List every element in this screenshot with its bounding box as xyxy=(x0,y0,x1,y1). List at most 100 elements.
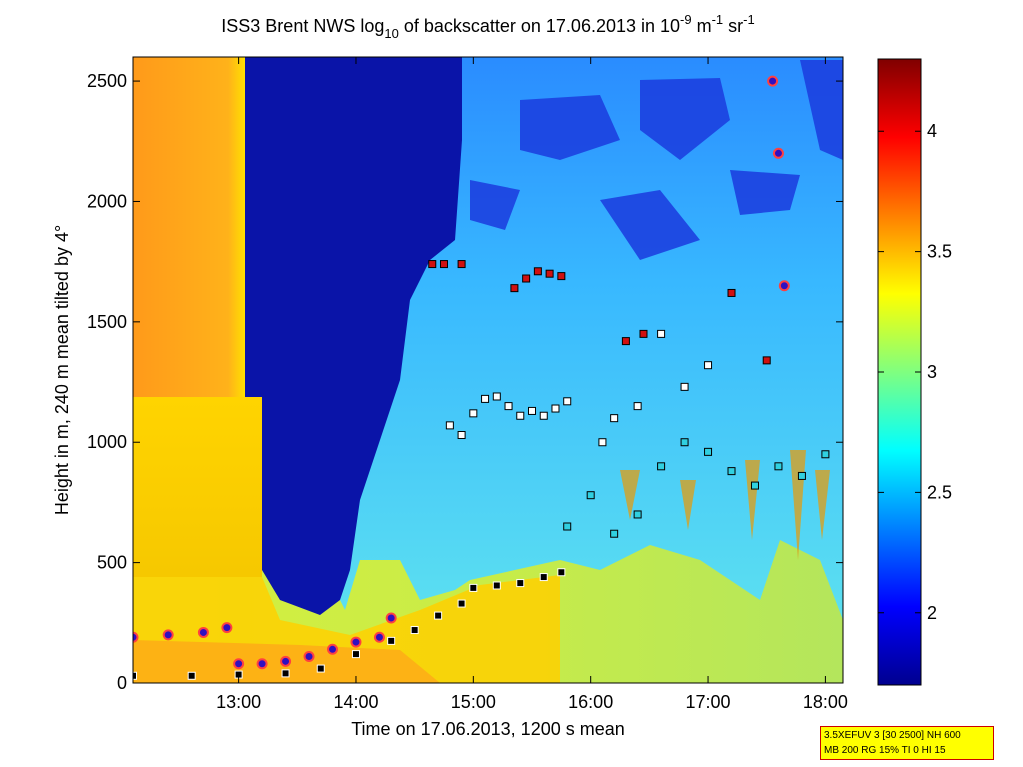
title-unit-m: m xyxy=(692,16,712,36)
y-axis-label: Height in m, 240 m mean tilted by 4° xyxy=(52,225,72,515)
data-point xyxy=(350,636,362,648)
data-point xyxy=(457,599,466,608)
info-line-1: 3.5XEFUV 3 [30 2500] NH 600 xyxy=(824,730,961,741)
plot-frame xyxy=(132,56,844,684)
data-point xyxy=(492,392,501,401)
data-point xyxy=(586,491,595,500)
series-red-squares xyxy=(428,260,771,365)
title: ISS3 Brent NWS log10 of backscatter on 1… xyxy=(221,12,754,41)
data-point xyxy=(327,643,339,655)
data-point xyxy=(162,629,174,641)
colorbar-tick-label: 3.5 xyxy=(927,242,952,262)
title-middle: of backscatter on 17.06.2013 in 10 xyxy=(399,16,680,36)
data-point xyxy=(469,583,478,592)
data-point xyxy=(387,636,396,645)
data-point xyxy=(680,382,689,391)
data-point xyxy=(598,438,607,447)
data-point xyxy=(410,626,419,635)
data-point xyxy=(481,394,490,403)
data-point xyxy=(187,671,196,680)
data-point xyxy=(772,147,784,159)
title-exp3: -1 xyxy=(743,12,755,27)
data-point xyxy=(727,467,736,476)
y-tick-label: 500 xyxy=(97,553,127,573)
series-blue-dots xyxy=(133,75,790,670)
data-point xyxy=(373,631,385,643)
title-unit-sr: sr xyxy=(723,16,743,36)
data-point xyxy=(539,573,548,582)
series-layer xyxy=(133,75,830,680)
data-point xyxy=(522,274,531,283)
yellow-left xyxy=(133,397,262,577)
data-point xyxy=(528,406,537,415)
data-point xyxy=(133,631,139,643)
data-point xyxy=(256,658,268,670)
colorbar-tick-label: 3 xyxy=(927,362,937,382)
x-axis: 13:00 14:00 15:00 16:00 17:00 18:00 xyxy=(216,57,848,712)
series-cyan-squares xyxy=(563,438,830,538)
data-point xyxy=(633,402,642,411)
data-point xyxy=(767,75,779,87)
svg-text:ISS3 Brent NWS log10 of backsc: ISS3 Brent NWS log10 of backscatter on 1… xyxy=(221,12,754,41)
data-point xyxy=(221,622,233,634)
data-point xyxy=(727,288,736,297)
data-point xyxy=(439,260,448,269)
data-point xyxy=(704,447,713,456)
series-black-squares xyxy=(133,568,566,680)
data-point xyxy=(197,626,209,638)
colorbar-tick-label: 2.5 xyxy=(927,482,952,502)
data-point xyxy=(557,272,566,281)
data-point xyxy=(557,568,566,577)
data-point xyxy=(657,329,666,338)
y-axis: 0 500 1000 1500 2000 2500 xyxy=(87,71,843,693)
data-point xyxy=(610,414,619,423)
data-point xyxy=(539,411,548,420)
data-point xyxy=(492,581,501,590)
x-tick-label: 18:00 xyxy=(803,692,848,712)
data-point xyxy=(797,471,806,480)
data-point xyxy=(657,462,666,471)
y-tick-label: 0 xyxy=(117,673,127,693)
data-point xyxy=(633,510,642,519)
data-point xyxy=(610,529,619,538)
y-tick-label: 1500 xyxy=(87,312,127,332)
data-point xyxy=(434,611,443,620)
x-tick-label: 17:00 xyxy=(686,692,731,712)
y-tick-label: 1000 xyxy=(87,432,127,452)
data-point xyxy=(504,402,513,411)
data-point xyxy=(281,669,290,678)
y-tick-label: 2500 xyxy=(87,71,127,91)
title-exp2: -1 xyxy=(712,12,724,27)
data-point xyxy=(774,462,783,471)
data-point xyxy=(563,397,572,406)
data-point xyxy=(445,421,454,430)
data-point xyxy=(563,522,572,531)
data-point xyxy=(821,450,830,459)
data-point xyxy=(551,404,560,413)
data-point xyxy=(680,438,689,447)
y-tick-label: 2000 xyxy=(87,191,127,211)
data-point xyxy=(750,481,759,490)
colorbar-tick-label: 2 xyxy=(927,603,937,623)
x-tick-label: 15:00 xyxy=(451,692,496,712)
orange-layer xyxy=(133,57,245,397)
heatmap-area xyxy=(133,57,843,683)
x-tick-label: 13:00 xyxy=(216,692,261,712)
data-point xyxy=(704,361,713,370)
data-point xyxy=(516,579,525,588)
data-point xyxy=(639,329,648,338)
data-point xyxy=(316,664,325,673)
data-point xyxy=(385,612,397,624)
data-point xyxy=(510,284,519,293)
data-point xyxy=(545,269,554,278)
data-point xyxy=(428,260,437,269)
data-point xyxy=(533,267,542,276)
colorbar-axis: 2 2.5 3 3.5 4 xyxy=(878,121,952,623)
title-prefix: ISS3 Brent NWS log xyxy=(221,16,384,36)
dark-blue-patches xyxy=(470,60,843,260)
info-box: 3.5XEFUV 3 [30 2500] NH 600 MB 200 RG 15… xyxy=(820,726,994,760)
x-axis-label: Time on 17.06.2013, 1200 s mean xyxy=(351,719,625,739)
data-point xyxy=(233,658,245,670)
data-point xyxy=(351,650,360,659)
